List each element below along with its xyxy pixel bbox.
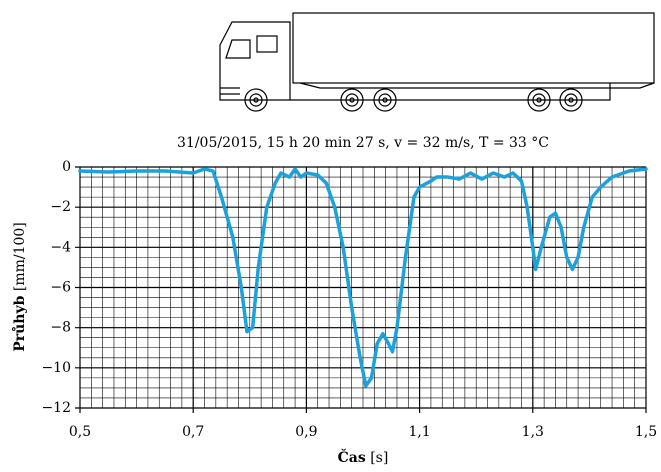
y-tick-label: 0: [62, 159, 71, 175]
y-tick-label: −8: [50, 320, 71, 336]
x-label-unit: [s]: [370, 450, 388, 466]
truck-illustration: [220, 13, 654, 111]
x-tick-label: 0,5: [69, 424, 91, 440]
chart: 31/05/2015, 15 h 20 min 27 s, v = 32 m/s…: [0, 0, 661, 468]
x-tick-label: 0,7: [182, 424, 204, 440]
y-tick-label: −4: [50, 239, 71, 255]
x-label: Čas: [338, 448, 366, 466]
y-tick-label: −2: [50, 199, 71, 215]
x-tick-label: 0,9: [295, 424, 317, 440]
chart-title: 31/05/2015, 15 h 20 min 27 s, v = 32 m/s…: [177, 135, 549, 151]
x-tick-label: 1,5: [635, 424, 657, 440]
y-label: Průhyb: [11, 295, 28, 351]
x-tick-label: 1,3: [522, 424, 544, 440]
x-axis-label: Čas [s]: [338, 448, 389, 466]
y-tick-label: −10: [41, 360, 71, 376]
y-tick-label: −12: [41, 400, 71, 416]
y-axis-label: Průhyb [mm/100]: [11, 222, 28, 352]
y-tick-label: −6: [50, 280, 71, 296]
x-tick-label: 1,1: [408, 424, 430, 440]
y-label-unit: [mm/100]: [12, 222, 28, 291]
